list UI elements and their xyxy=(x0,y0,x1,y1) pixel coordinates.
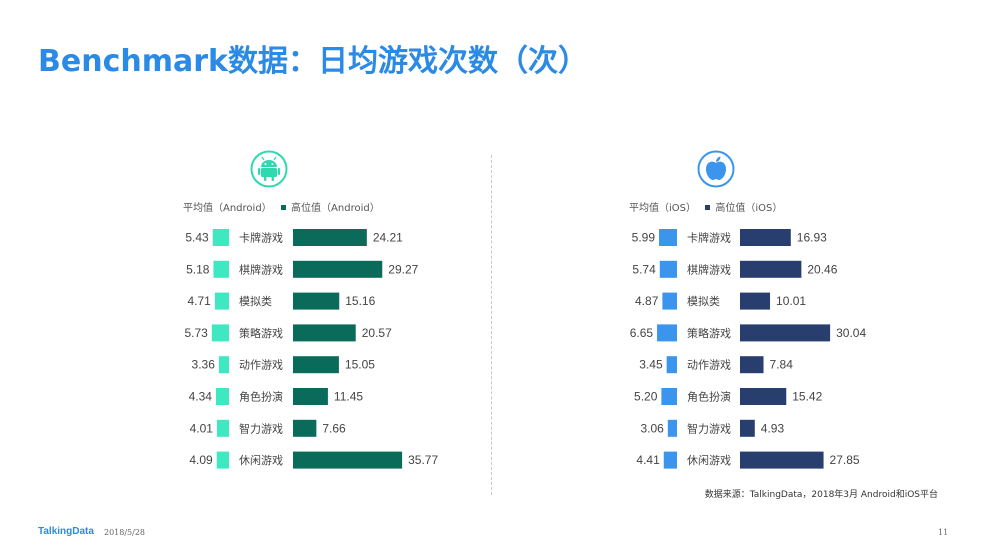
avg-bar xyxy=(216,451,229,469)
high-value-label: 35.77 xyxy=(408,453,438,467)
high-value-label: 24.21 xyxy=(373,231,403,245)
avg-value-label: 3.45 xyxy=(639,358,663,372)
high-bar xyxy=(293,388,328,405)
center-divider xyxy=(491,155,492,495)
category-label: 卡牌游戏 xyxy=(687,231,731,245)
high-bar xyxy=(740,324,831,342)
category-label: 策略游戏 xyxy=(687,326,731,340)
avg-bar xyxy=(216,419,229,437)
legend-ios-avg: 平均值（iOS） xyxy=(629,203,696,214)
avg-bar xyxy=(661,388,677,405)
avg-bar xyxy=(211,324,229,342)
avg-value-label: 4.87 xyxy=(635,294,659,308)
avg-bar xyxy=(213,260,229,278)
legend-ios: 平均值（iOS） 高位值（iOS） xyxy=(629,199,782,214)
high-value-label: 20.57 xyxy=(362,326,392,340)
avg-bar xyxy=(666,356,677,374)
category-label: 动作游戏 xyxy=(239,359,283,372)
avg-value-label: 4.01 xyxy=(190,421,214,435)
avg-value-label: 5.20 xyxy=(634,390,658,404)
data-source-note: 数据来源：TalkingData，2018年3月 Android和iOS平台 xyxy=(704,490,938,500)
legend-android: 平均值（Android） 高位值（Android） xyxy=(183,199,380,214)
high-value-label: 11.45 xyxy=(334,390,363,404)
android-logo-icon xyxy=(250,150,288,188)
avg-value-label: 3.06 xyxy=(640,421,664,435)
category-label: 休闲游戏 xyxy=(687,453,731,467)
avg-bar xyxy=(657,324,677,342)
legend-android-avg: 平均值（Android） xyxy=(183,203,272,214)
category-label: 模拟类 xyxy=(239,294,272,308)
high-value-label: 7.84 xyxy=(770,358,794,372)
high-bar xyxy=(293,260,383,278)
category-label: 智力游戏 xyxy=(687,421,731,435)
avg-value-label: 4.09 xyxy=(189,453,213,467)
high-bar xyxy=(740,229,791,246)
category-label: 模拟类 xyxy=(687,294,720,308)
high-bar xyxy=(293,451,403,469)
avg-bar xyxy=(215,388,229,405)
high-bar xyxy=(293,324,356,342)
avg-bar xyxy=(212,229,229,246)
high-bar xyxy=(740,419,755,437)
avg-bar xyxy=(667,419,677,437)
avg-value-label: 6.65 xyxy=(630,326,654,340)
avg-value-label: 5.73 xyxy=(184,326,208,340)
footer-date: 2018/5/28 xyxy=(104,528,146,537)
high-value-label: 15.05 xyxy=(345,358,375,372)
high-value-label: 4.93 xyxy=(761,421,785,435)
high-bar xyxy=(740,388,787,405)
high-value-label: 10.01 xyxy=(776,294,806,308)
category-label: 动作游戏 xyxy=(687,359,731,372)
high-bar xyxy=(293,356,339,374)
avg-value-label: 4.41 xyxy=(636,453,660,467)
high-bar xyxy=(740,260,802,278)
category-label: 角色扮演 xyxy=(687,390,731,404)
legend-ios-high: 高位值（iOS） xyxy=(715,203,783,214)
apple-logo-icon xyxy=(697,150,735,188)
avg-value-label: 5.43 xyxy=(185,231,209,245)
legend-android-high: 高位值（Android） xyxy=(291,203,380,214)
high-value-label: 16.93 xyxy=(797,231,827,245)
high-bar xyxy=(293,419,317,437)
high-value-label: 20.46 xyxy=(807,262,837,276)
avg-value-label: 5.74 xyxy=(632,262,656,276)
avg-value-label: 5.18 xyxy=(186,262,210,276)
high-value-label: 29.27 xyxy=(388,262,418,276)
avg-bar xyxy=(659,229,677,246)
category-label: 智力游戏 xyxy=(239,421,283,435)
avg-value-label: 4.71 xyxy=(188,294,212,308)
avg-value-label: 4.34 xyxy=(189,390,213,404)
avg-value-label: 3.36 xyxy=(192,358,216,372)
high-value-label: 27.85 xyxy=(830,453,860,467)
page-number: 11 xyxy=(938,528,949,537)
high-bar xyxy=(293,292,340,310)
category-label: 棋牌游戏 xyxy=(687,262,731,276)
high-bar xyxy=(740,451,824,469)
high-value-label: 15.16 xyxy=(345,294,375,308)
avg-value-label: 5.99 xyxy=(632,231,656,245)
legend-ios-high-swatch xyxy=(705,205,711,210)
avg-bar xyxy=(659,260,677,278)
high-bar xyxy=(740,356,764,374)
avg-bar xyxy=(214,292,229,310)
high-bar xyxy=(740,292,771,310)
high-value-label: 30.04 xyxy=(836,326,866,340)
page-title: Benchmark数据：日均游戏次数（次） xyxy=(38,44,588,79)
category-label: 卡牌游戏 xyxy=(239,231,283,245)
brand-logo: TalkingData xyxy=(38,526,94,537)
category-label: 棋牌游戏 xyxy=(239,262,283,276)
avg-bar xyxy=(218,356,229,374)
avg-bar xyxy=(662,292,677,310)
high-bar xyxy=(293,229,367,246)
avg-bar xyxy=(663,451,677,469)
category-label: 角色扮演 xyxy=(239,390,283,404)
category-label: 策略游戏 xyxy=(239,326,283,340)
high-value-label: 7.66 xyxy=(322,421,346,435)
high-value-label: 15.42 xyxy=(792,390,822,404)
legend-android-high-swatch xyxy=(280,205,286,210)
category-label: 休闲游戏 xyxy=(239,453,283,467)
